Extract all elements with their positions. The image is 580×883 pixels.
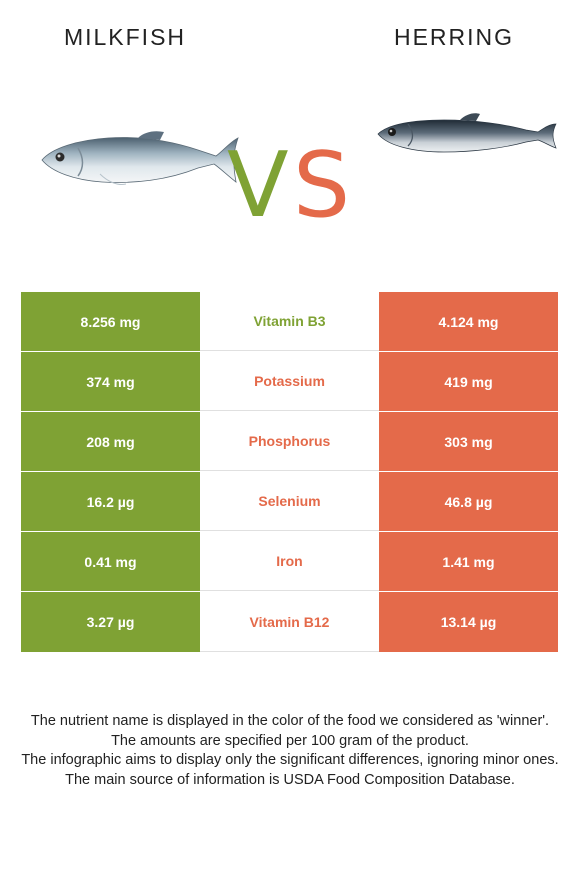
milkfish-value: 0.41 mg	[21, 532, 200, 591]
milkfish-value: 3.27 µg	[21, 592, 200, 652]
herring-value: 419 mg	[379, 352, 558, 411]
left-food-title: MILKFISH	[63, 24, 187, 50]
comparison-table: 8.256 mg Vitamin B3 4.124 mg 374 mg Potassiu…	[21, 292, 558, 652]
footer-line: The nutrient name is displayed in the co…	[30, 713, 550, 729]
nutrient-name: Selenium	[200, 472, 379, 531]
footer-line: The main source of information is USDA F…	[65, 771, 515, 788]
nutrient-name: Potassium	[200, 352, 379, 411]
footer-notes: The nutrient name is displayed in the co…	[20, 712, 560, 790]
milkfish-value: 208 mg	[21, 412, 200, 471]
herring-value: 46.8 µg	[379, 472, 558, 531]
milkfish-value: 16.2 µg	[21, 472, 200, 531]
vs-v: V	[227, 133, 289, 238]
nutrient-name: Vitamin B3	[200, 292, 379, 351]
right-food-title: HERRING	[393, 24, 515, 50]
nutrient-name: Iron	[200, 532, 379, 591]
footer-line: The amounts are specified per 100 gram o…	[111, 732, 469, 749]
herring-value: 4.124 mg	[379, 292, 558, 351]
table-row: 3.27 µg Vitamin B12 13.14 µg	[21, 592, 558, 652]
table-row: 8.256 mg Vitamin B3 4.124 mg	[21, 292, 558, 351]
milkfish-icon	[41, 131, 239, 185]
nutrient-name: Vitamin B12	[200, 592, 379, 652]
footer-line: The infographic aims to display only the…	[21, 752, 559, 768]
table-row: 208 mg Phosphorus 303 mg	[21, 412, 558, 471]
milkfish-value: 8.256 mg	[21, 292, 200, 351]
nutrient-name: Phosphorus	[200, 412, 379, 471]
vs-s: S	[293, 133, 351, 238]
herring-value: 1.41 mg	[379, 532, 558, 591]
milkfish-value: 374 mg	[21, 352, 200, 411]
herring-icon	[377, 113, 557, 153]
table-row: 16.2 µg Selenium 46.8 µg	[21, 472, 558, 531]
herring-value: 303 mg	[379, 412, 558, 471]
herring-value: 13.14 µg	[379, 592, 558, 652]
table-row: 374 mg Potassium 419 mg	[21, 352, 558, 411]
table-row: 0.41 mg Iron 1.41 mg	[21, 532, 558, 591]
vs-label: V S	[221, 136, 361, 236]
